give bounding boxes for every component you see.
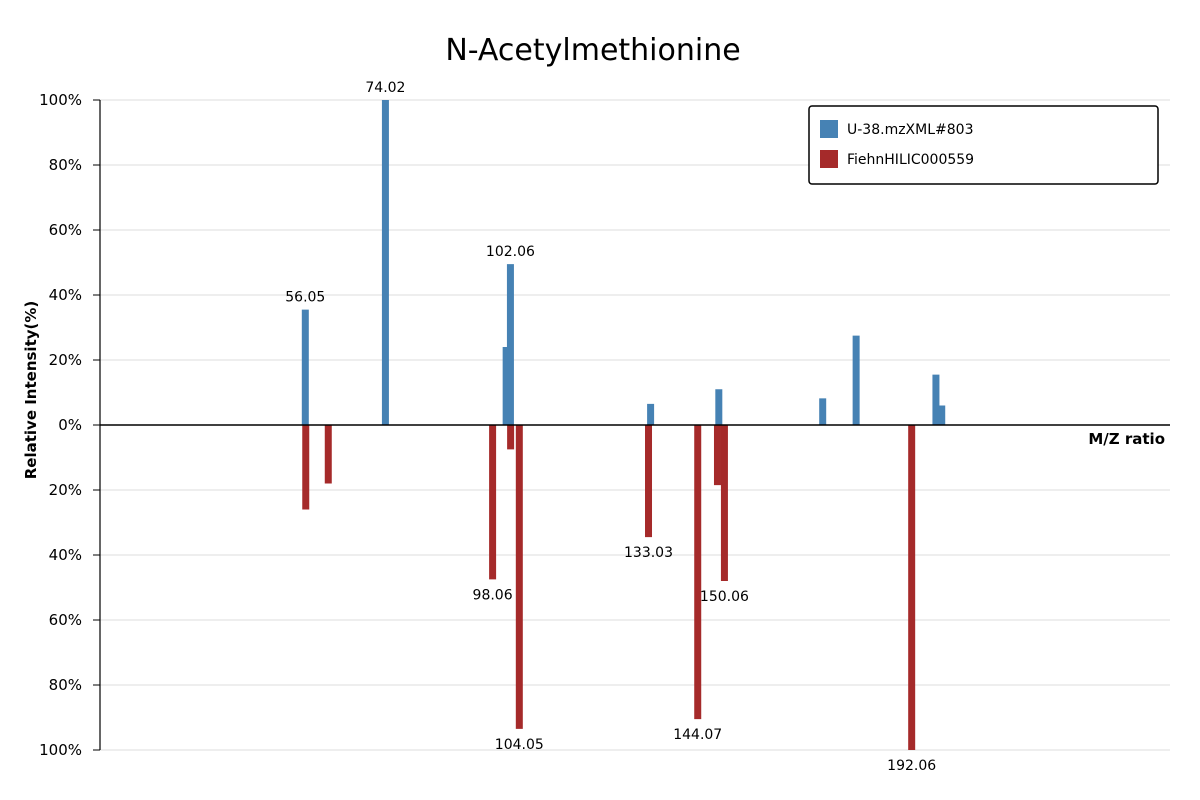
y-tick-labels: 0% 20% 40% 60% 80% 100% 20% 40% 60% 80% 100%	[39, 91, 100, 759]
peak-label: 150.06	[700, 589, 749, 605]
peak-bar-series-1	[932, 374, 940, 425]
y-tick-label: 100%	[39, 741, 82, 759]
peak-label: 192.06	[887, 758, 936, 774]
y-axis-label: Relative Intensity(%)	[22, 301, 40, 480]
legend: U-38.mzXML#803 FiehnHILIC000559	[808, 105, 1159, 185]
peak-bar-series-1	[852, 335, 860, 425]
legend-swatch-series-2	[820, 150, 838, 168]
y-tick-label: 20%	[49, 351, 82, 369]
peak-bar-series-1	[938, 405, 946, 425]
peak-label: 104.05	[495, 737, 544, 753]
legend-box	[808, 105, 1159, 185]
peak-label: 56.05	[285, 290, 325, 306]
peak-label: 144.07	[673, 727, 722, 743]
peak-label: 74.02	[365, 80, 405, 96]
peak-label: 133.03	[624, 545, 673, 561]
peak-bar-series-2	[694, 425, 702, 720]
peak-bar-series-2	[720, 425, 728, 581]
peak-bar-series-2	[645, 425, 653, 538]
peak-label: 98.06	[473, 587, 513, 603]
y-tick-label: 100%	[39, 91, 82, 109]
peak-bar-series-2	[515, 425, 523, 729]
peak-label: 102.06	[486, 244, 535, 260]
grid-lines	[100, 99, 1170, 751]
peak-bar-series-1	[506, 264, 514, 425]
y-tick-label: 60%	[49, 221, 82, 239]
peak-bar-series-1	[502, 347, 510, 425]
y-tick-label: 40%	[49, 546, 82, 564]
y-tick-label: 40%	[49, 286, 82, 304]
peak-bar-series-1	[381, 100, 389, 425]
x-axis-label: M/Z ratio	[1088, 430, 1165, 448]
y-tick-label: 20%	[49, 481, 82, 499]
axes	[99, 100, 1170, 750]
peak-bar-series-2	[908, 425, 916, 750]
chart-title: N-Acetylmethionine	[445, 33, 740, 68]
legend-swatch-series-1	[820, 120, 838, 138]
y-tick-label: 0%	[58, 416, 82, 434]
peak-labels: 56.05 74.02 102.06 98.06 104.05 133.03 144.07 1…	[285, 80, 936, 774]
peak-bar-series-1	[715, 389, 723, 425]
y-tick-label: 80%	[49, 156, 82, 174]
peak-bar-series-2	[324, 425, 332, 484]
peak-bar-series-2	[507, 425, 515, 450]
peak-bar-series-2	[489, 425, 497, 580]
y-tick-label: 60%	[49, 611, 82, 629]
peak-bar-series-1	[819, 398, 827, 425]
peak-bar-series-2	[713, 425, 721, 486]
peak-bars	[301, 100, 946, 750]
legend-label-series-1: U-38.mzXML#803	[847, 122, 973, 138]
y-tick-label: 80%	[49, 676, 82, 694]
peak-bar-series-1	[647, 403, 655, 425]
peak-bar-series-1	[301, 309, 309, 425]
peak-bar-series-2	[302, 425, 310, 510]
legend-label-series-2: FiehnHILIC000559	[847, 152, 974, 168]
